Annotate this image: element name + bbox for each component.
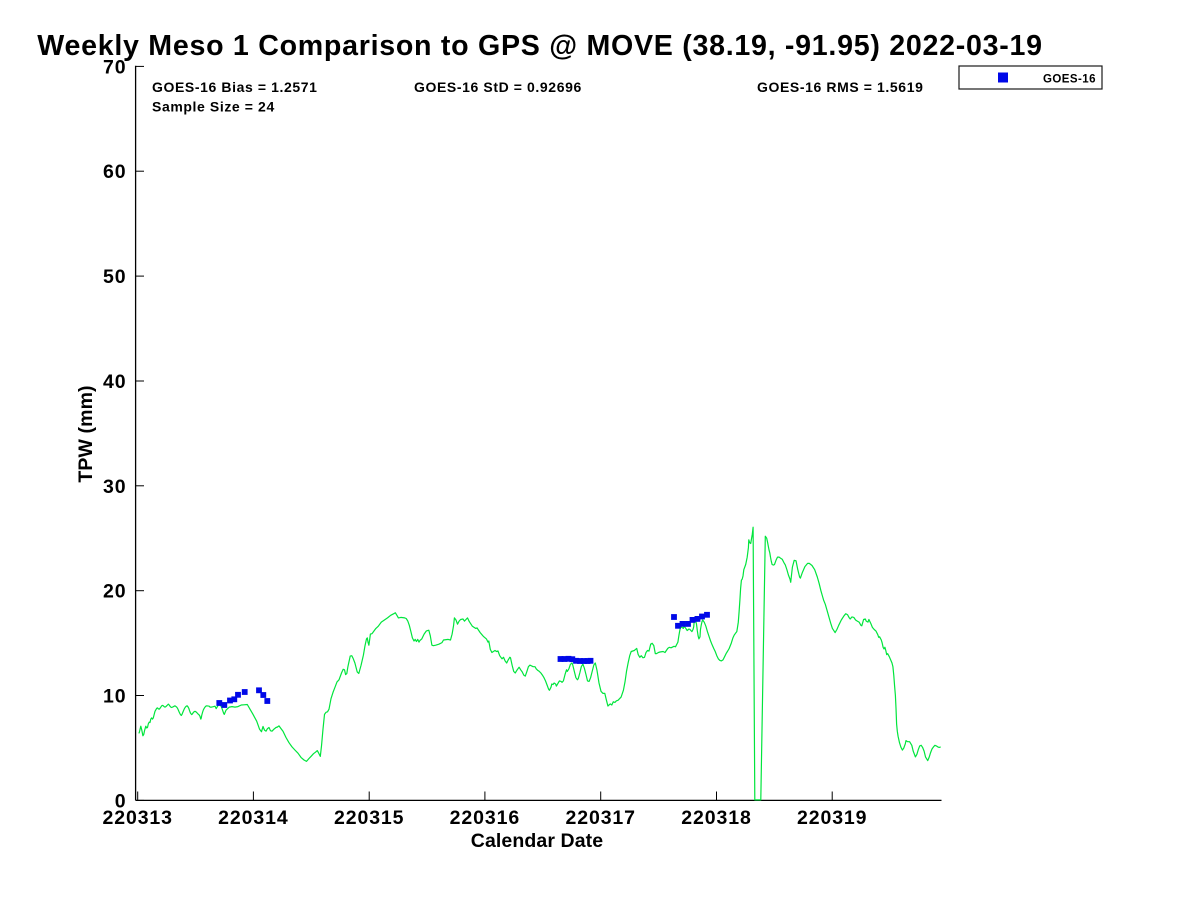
svg-text:220318: 220318 (681, 807, 751, 829)
svg-text:40: 40 (103, 371, 127, 393)
svg-text:GOES-16 StD = 0.92696: GOES-16 StD = 0.92696 (414, 79, 582, 95)
svg-text:60: 60 (103, 161, 127, 183)
svg-text:Weekly Meso 1 Comparison to GP: Weekly Meso 1 Comparison to GPS @ MOVE (… (37, 30, 1042, 62)
svg-text:220319: 220319 (797, 807, 867, 829)
svg-text:220314: 220314 (218, 807, 288, 829)
svg-text:10: 10 (103, 686, 127, 708)
svg-text:TPW (mm): TPW (mm) (75, 385, 97, 482)
svg-text:Sample Size = 24: Sample Size = 24 (152, 99, 275, 115)
svg-text:50: 50 (103, 266, 127, 288)
svg-text:220313: 220313 (102, 807, 172, 829)
svg-text:Calendar Date: Calendar Date (471, 830, 603, 852)
svg-text:GOES-16 RMS = 1.5619: GOES-16 RMS = 1.5619 (757, 79, 923, 95)
svg-text:0: 0 (115, 790, 127, 812)
svg-text:30: 30 (103, 476, 127, 498)
svg-text:20: 20 (103, 581, 127, 603)
svg-text:220317: 220317 (565, 807, 635, 829)
svg-text:GOES-16: GOES-16 (1043, 73, 1096, 85)
svg-text:GOES-16 Bias = 1.2571: GOES-16 Bias = 1.2571 (152, 79, 318, 95)
svg-text:220315: 220315 (334, 807, 404, 829)
svg-text:220316: 220316 (450, 807, 520, 829)
svg-text:70: 70 (103, 56, 127, 78)
